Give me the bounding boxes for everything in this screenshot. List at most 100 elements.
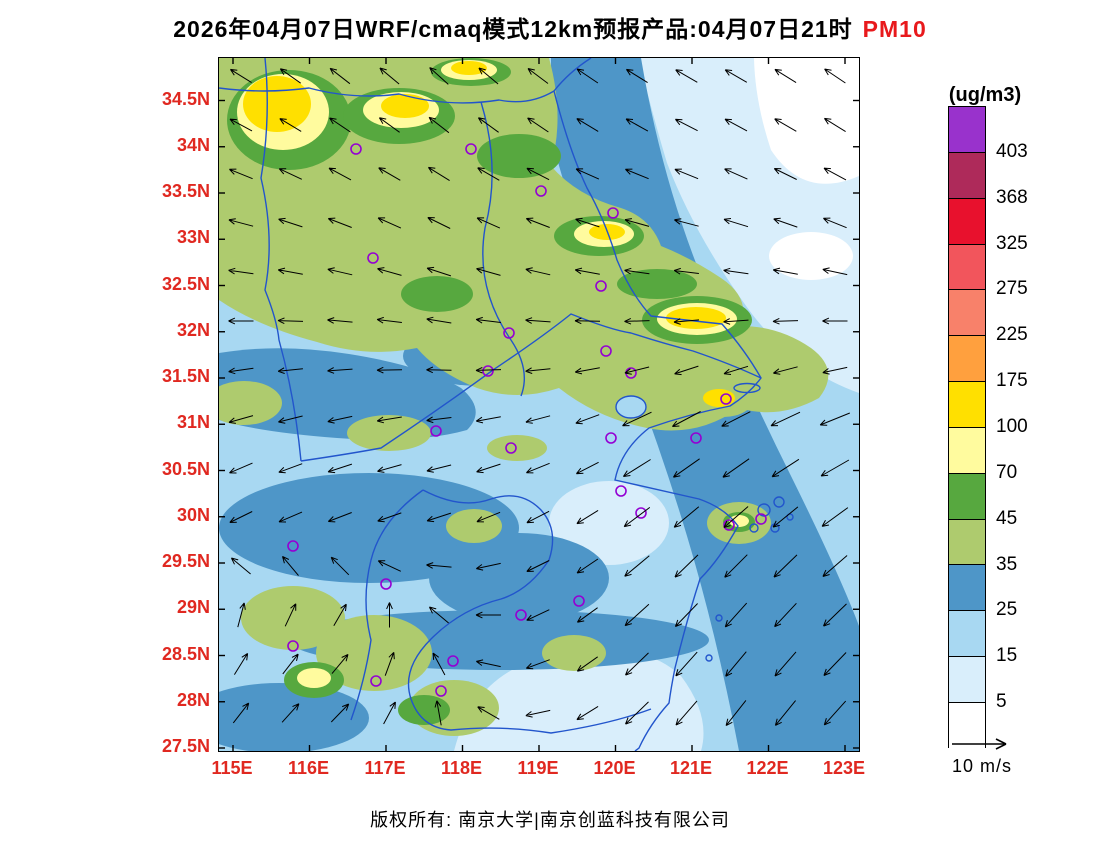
- legend-cell: [949, 290, 985, 337]
- legend-boundary-label: 368: [996, 186, 1028, 208]
- y-tick-label: 31.5N: [161, 366, 210, 386]
- legend-boundary-label: 15: [996, 645, 1018, 667]
- station-marker: [600, 345, 612, 357]
- station-markers: [287, 143, 767, 697]
- legend-cell: [949, 152, 985, 199]
- yangtze-river: [300, 313, 762, 462]
- station-marker: [515, 609, 527, 621]
- pm10-field-fill: [219, 58, 859, 751]
- x-tick-label: 121E: [669, 758, 713, 778]
- border-south-east: [407, 489, 652, 734]
- island: [749, 523, 759, 533]
- y-tick-label: 29.5N: [161, 551, 210, 571]
- coastline: [553, 58, 762, 751]
- pm10-concentration-map: [219, 58, 859, 751]
- chart-variable-label: PM10: [862, 16, 927, 42]
- legend-cell: [949, 565, 985, 612]
- legend-boundary-label: 5: [996, 691, 1007, 713]
- y-tick-label: 34N: [176, 134, 210, 155]
- x-tick-label: 118E: [440, 758, 483, 778]
- station-marker: [607, 207, 619, 219]
- station-marker: [380, 578, 392, 590]
- x-tick-label: 117E: [364, 758, 406, 778]
- copyright-footer: 版权所有: 南京大学|南京创蓝科技有限公司: [370, 810, 730, 830]
- legend-boundary-label: 175: [996, 370, 1028, 392]
- station-marker: [482, 365, 494, 377]
- island: [786, 513, 794, 521]
- y-tick-label: 29N: [176, 597, 210, 618]
- border-west: [260, 58, 280, 341]
- y-tick-label: 30N: [176, 504, 210, 525]
- station-marker: [615, 485, 627, 497]
- legend-cell: [949, 244, 985, 291]
- station-marker: [535, 185, 547, 197]
- station-marker: [690, 432, 702, 444]
- legend-boundary-label: 35: [996, 553, 1018, 575]
- station-marker: [755, 513, 767, 525]
- legend-cell: [949, 382, 985, 428]
- wind-vectors: [228, 67, 850, 727]
- legend-boundary-label: 325: [996, 232, 1028, 254]
- axis-ticks: [219, 58, 859, 751]
- island: [705, 654, 713, 662]
- island: [773, 496, 785, 508]
- border-south-west: [350, 489, 424, 721]
- legend-boundary-label: 225: [996, 324, 1028, 346]
- legend-cell: [949, 336, 985, 383]
- station-marker: [505, 442, 517, 454]
- x-tick-label: 115E: [211, 758, 253, 778]
- station-marker: [287, 540, 299, 552]
- station-marker: [573, 595, 585, 607]
- border-central: [480, 101, 525, 397]
- legend-boundary-label: 100: [996, 416, 1028, 437]
- y-tick-label: 28N: [176, 689, 210, 710]
- station-marker: [595, 280, 607, 292]
- border-north: [219, 87, 555, 104]
- x-tick-label: 123E: [822, 758, 866, 778]
- y-tick-label: 27.5N: [161, 736, 210, 756]
- station-marker: [435, 685, 447, 697]
- wind-reference-arrow: [952, 738, 1007, 750]
- province-boundaries: [219, 58, 794, 751]
- island: [715, 614, 723, 622]
- x-tick-label: 122E: [746, 758, 789, 778]
- legend-cell: [949, 611, 985, 658]
- station-marker: [350, 143, 362, 155]
- y-tick-label: 28.5N: [161, 643, 210, 664]
- map-plot-area: [218, 57, 860, 752]
- wind-arrow-paths: [228, 67, 850, 727]
- station-marker: [287, 640, 299, 652]
- legend-boundary-label: 275: [996, 278, 1028, 300]
- legend-cell: [949, 198, 985, 245]
- x-tick-label: 119E: [517, 758, 559, 778]
- legend-cell: [949, 473, 985, 520]
- y-tick-label: 32N: [176, 319, 210, 340]
- y-tick-label: 30.5N: [161, 458, 210, 479]
- station-marker: [447, 655, 459, 667]
- island-chongming: [733, 382, 761, 394]
- y-tick-label: 32.5N: [161, 273, 210, 294]
- chart-title: 2026年04月07日WRF/cmaq模式12km预报产品:04月07日21时 P…: [0, 10, 1100, 44]
- legend-cell: [949, 519, 985, 566]
- station-marker: [370, 675, 382, 687]
- y-tick-label: 31N: [176, 412, 210, 433]
- x-tick-label: 120E: [593, 758, 636, 778]
- legend-units-label: (ug/m3): [948, 84, 1022, 106]
- lake-taihu: [615, 395, 647, 419]
- legend-cell: [949, 107, 985, 153]
- station-marker: [723, 519, 735, 531]
- station-marker: [430, 425, 442, 437]
- legend-cell: [949, 702, 985, 749]
- station-marker: [635, 507, 647, 519]
- wind-reference-label: 10 m/s: [952, 756, 1013, 776]
- station-marker: [605, 432, 617, 444]
- legend-boundary-label: 45: [996, 507, 1018, 529]
- y-tick-label: 34.5N: [161, 88, 210, 109]
- legend-cell: [949, 427, 985, 474]
- legend-cell: [949, 657, 985, 703]
- station-marker: [367, 252, 379, 264]
- station-marker: [720, 393, 732, 405]
- station-marker: [465, 143, 477, 155]
- x-tick-label: 116E: [287, 758, 330, 778]
